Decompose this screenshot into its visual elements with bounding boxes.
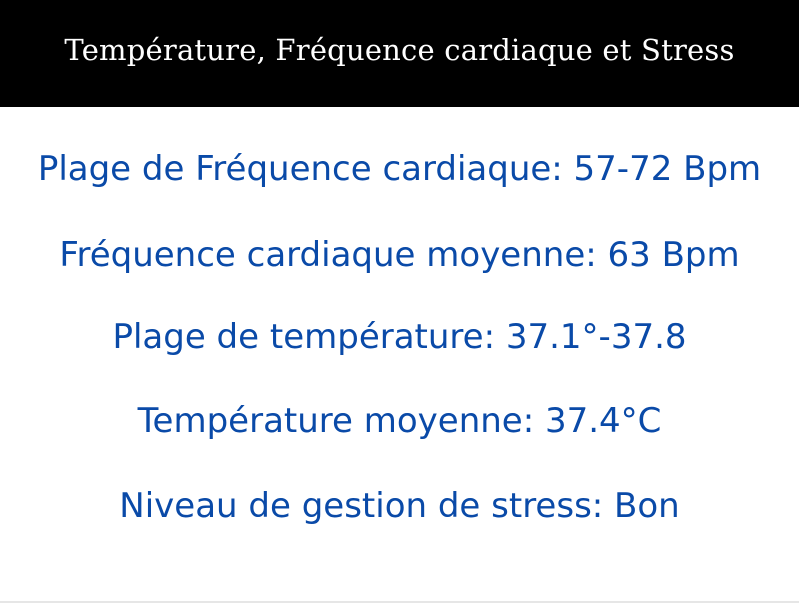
stress-management-level: Niveau de gestion de stress: Bon [119,486,680,526]
bottom-divider [0,601,799,603]
heart-rate-range: Plage de Fréquence cardiaque: 57-72 Bpm [37,149,762,189]
page-title: Température, Fréquence cardiaque et Stre… [64,32,735,67]
temperature-range: Plage de température: 37.1°-37.8 [112,317,687,357]
average-temperature: Température moyenne: 37.4°C [137,401,662,441]
header-bar: Température, Fréquence cardiaque et Stre… [0,0,799,107]
average-heart-rate: Fréquence cardiaque moyenne: 63 Bpm [59,235,740,275]
